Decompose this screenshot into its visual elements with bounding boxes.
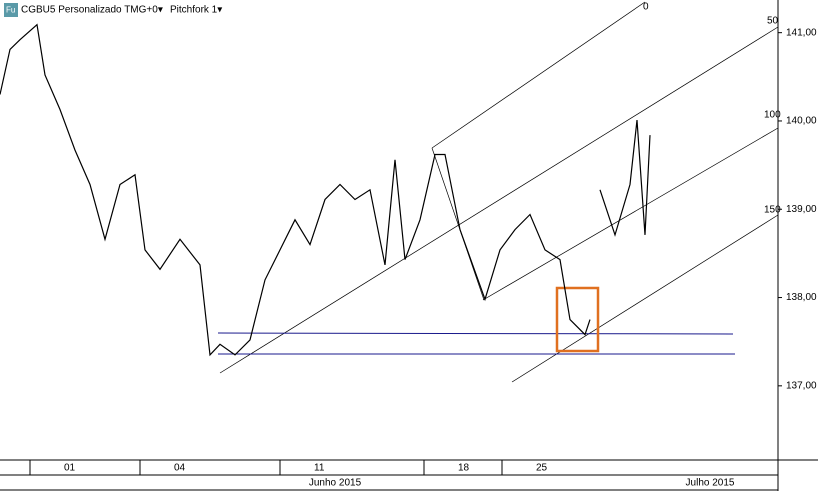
- y-tick-label: 141,00: [786, 27, 817, 38]
- pitchfork-label: 100: [764, 110, 781, 121]
- price-line: [0, 23, 651, 357]
- y-tick-label: 139,00: [786, 204, 817, 215]
- toolbar-tool[interactable]: Pitchfork 1▾: [170, 5, 222, 16]
- level-lines: [217, 332, 735, 355]
- x-tick-label: 01: [64, 463, 76, 474]
- x-tick-label: 04: [174, 463, 186, 474]
- x-tick-label: 18: [458, 463, 470, 474]
- x-tick-label: 25: [536, 463, 548, 474]
- y-tick-label: 138,00: [786, 292, 817, 303]
- x-tick-label: 11: [314, 463, 325, 474]
- toolbar-icon-text: Fu: [6, 6, 15, 15]
- y-tick-label: 140,00: [786, 116, 817, 127]
- month-label: Junho 2015: [309, 478, 362, 489]
- highlight-box: [555, 286, 600, 353]
- pitchfork-label: 50: [767, 16, 779, 27]
- y-tick-label: 137,00: [786, 380, 817, 391]
- month-label: Julho 2015: [686, 478, 735, 489]
- toolbar-symbol[interactable]: CGBU5 Personalizado TMG+0▾: [21, 5, 163, 16]
- toolbar-icon[interactable]: [4, 3, 18, 17]
- pitchfork-label: 0: [643, 2, 649, 13]
- pitchfork-label: 150: [764, 205, 781, 216]
